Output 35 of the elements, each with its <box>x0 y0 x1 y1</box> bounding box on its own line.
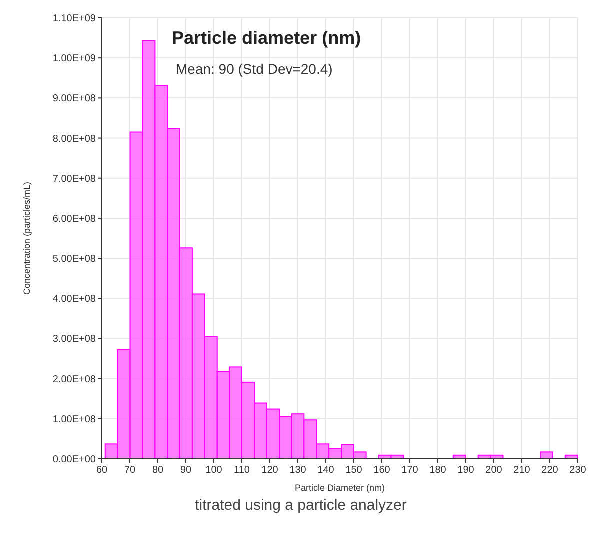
x-tick-label: 210 <box>514 465 531 476</box>
x-tick-label: 160 <box>374 465 391 476</box>
y-tick-label: 2.00E+08 <box>52 374 96 386</box>
y-tick-label: 5.00E+08 <box>52 254 96 266</box>
y-tick-label: 7.00E+08 <box>52 174 96 185</box>
x-tick-label: 100 <box>206 465 223 476</box>
x-tick-label: 150 <box>346 465 363 476</box>
text: titrated using a particle analyzer <box>195 497 407 514</box>
x-tick-label: 110 <box>234 465 250 476</box>
y-tick-label: 3.00E+08 <box>52 334 96 346</box>
x-tick-label: 130 <box>290 465 307 476</box>
annotation: Mean: 90 (Std Dev=20.4) <box>176 61 333 77</box>
y-tick-label: 1.00E+08 <box>52 414 96 426</box>
y-tick-label: 4.00E+08 <box>52 294 96 306</box>
x-tick-label: 90 <box>180 465 192 476</box>
x-axis-title: Particle Diameter (nm) <box>294 483 386 493</box>
x-tick-label: 190 <box>458 465 475 476</box>
x-tick-label: 70 <box>124 465 136 476</box>
x-tick-label: 120 <box>262 465 279 476</box>
x-tick-label: 60 <box>96 465 108 476</box>
y-tick-label: 8.00E+08 <box>52 134 96 145</box>
text: Particle diameter (nm) <box>172 28 362 48</box>
x-tick-label: 140 <box>318 465 335 476</box>
x-tick-label: 220 <box>542 465 559 476</box>
y-tick-label: 1.00E+09 <box>52 54 96 65</box>
y-axis-title: Concentration (particles/mL) <box>22 182 32 296</box>
x-tick-label: 180 <box>430 465 447 476</box>
y-tick-label: 1.10E+09 <box>52 14 96 24</box>
y-tick-label: 0.00E+00 <box>52 454 96 466</box>
y-tick-label: 6.00E+08 <box>52 214 96 225</box>
x-tick-label: 230 <box>570 465 587 476</box>
y-tick-label: 9.00E+08 <box>52 94 96 105</box>
x-tick-label: 80 <box>152 465 164 476</box>
x-tick-label: 170 <box>402 465 419 476</box>
x-tick-label: 200 <box>486 465 503 476</box>
